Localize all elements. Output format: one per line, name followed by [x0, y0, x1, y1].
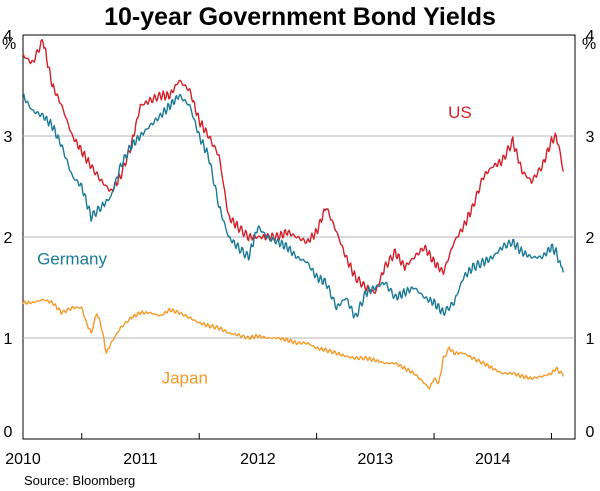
y-axis-right: 0 1 2 3 4: [586, 28, 595, 441]
series-labels: US Germany Japan: [37, 103, 472, 388]
x-tick-label: 2010: [5, 451, 41, 468]
y-tick-label-left: 4: [4, 28, 13, 45]
y-tick-label-left: 0: [4, 424, 13, 441]
y-tick-label-right: 1: [586, 331, 595, 348]
series-line-japan: [22, 298, 564, 390]
y-tick-label-right: 2: [586, 230, 595, 247]
series-lines: [22, 38, 564, 390]
y-tick-label-right: 3: [586, 129, 595, 146]
chart-title: 10-year Government Bond Yields: [104, 3, 496, 31]
y-tick-label-right: 0: [586, 424, 595, 441]
series-label-us: US: [448, 103, 472, 122]
x-tick-label: 2014: [475, 451, 511, 468]
y-axis-left: 0 1 2 3 4: [4, 28, 13, 441]
y-tick-label-left: 3: [4, 129, 13, 146]
x-tick-label: 2012: [240, 451, 276, 468]
y-unit-left: %: [2, 36, 16, 53]
series-label-japan: Japan: [162, 368, 208, 387]
x-tick-label: 2011: [123, 451, 158, 468]
source-note: Source: Bloomberg: [24, 473, 135, 488]
y-tick-label-right: 4: [586, 28, 595, 45]
series-label-germany: Germany: [37, 249, 107, 268]
y-unit-right: %: [582, 36, 596, 53]
y-tick-label-left: 2: [4, 230, 13, 247]
y-tick-label-left: 1: [4, 331, 13, 348]
x-tick-label: 2013: [358, 451, 394, 468]
x-axis: 2010 2011 2012 2013 2014: [5, 433, 553, 468]
series-line-germany: [22, 93, 564, 319]
